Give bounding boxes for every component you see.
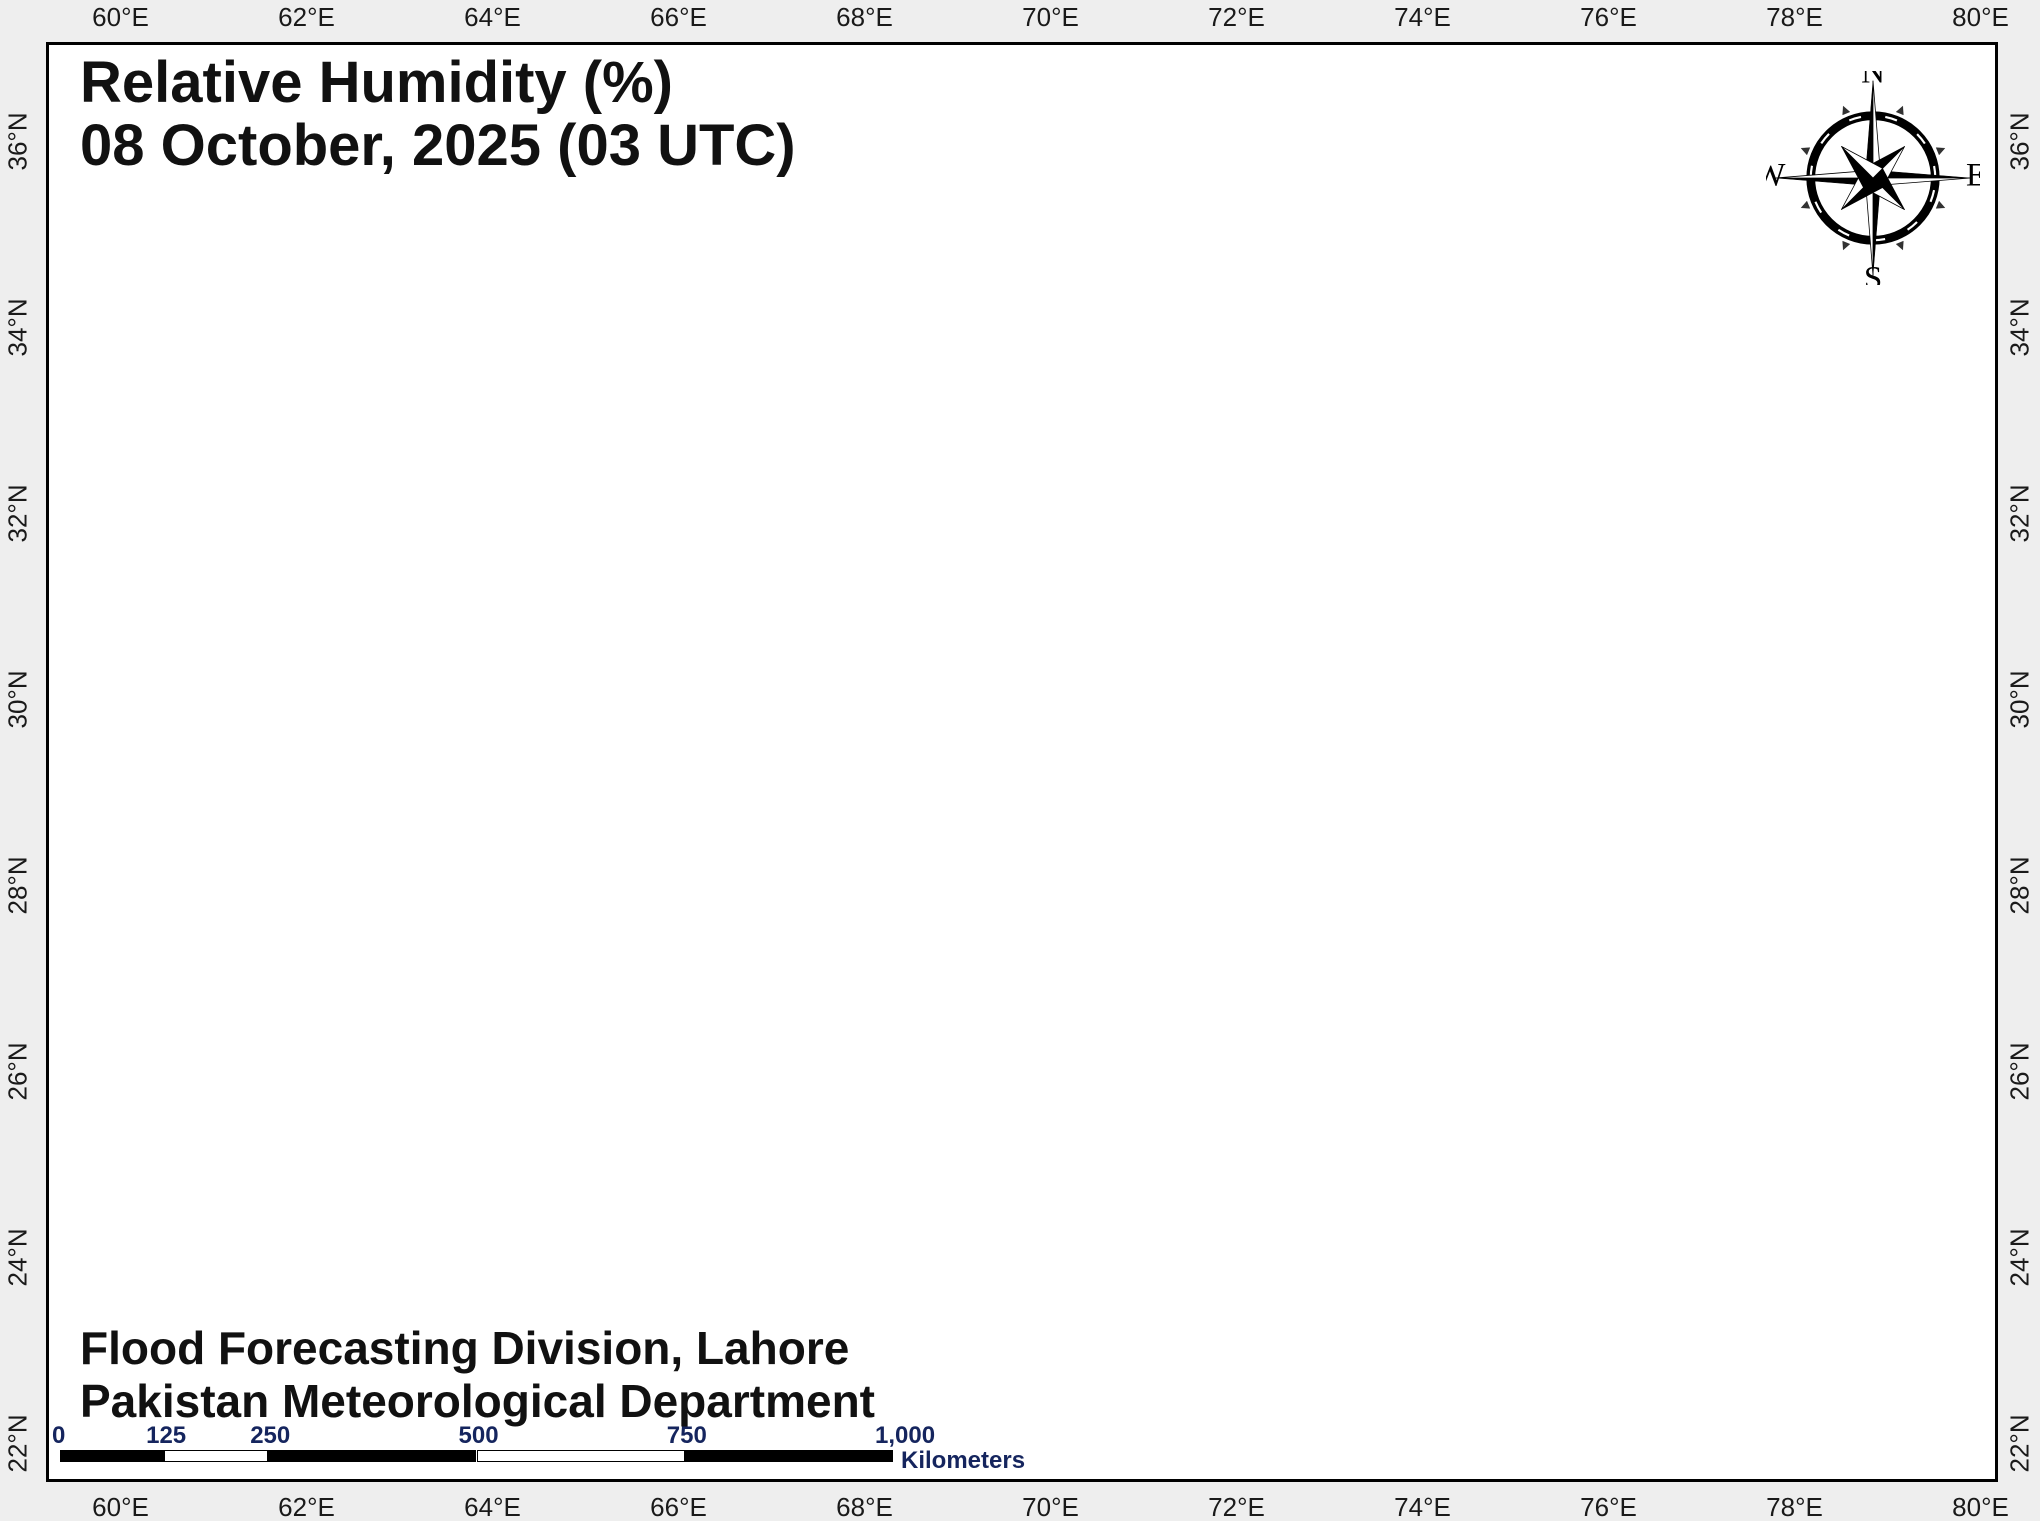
svg-text:E: E [1966, 158, 1980, 194]
svg-text:W: W [1766, 158, 1786, 194]
svg-text:S: S [1864, 261, 1882, 285]
svg-text:N: N [1861, 71, 1885, 90]
